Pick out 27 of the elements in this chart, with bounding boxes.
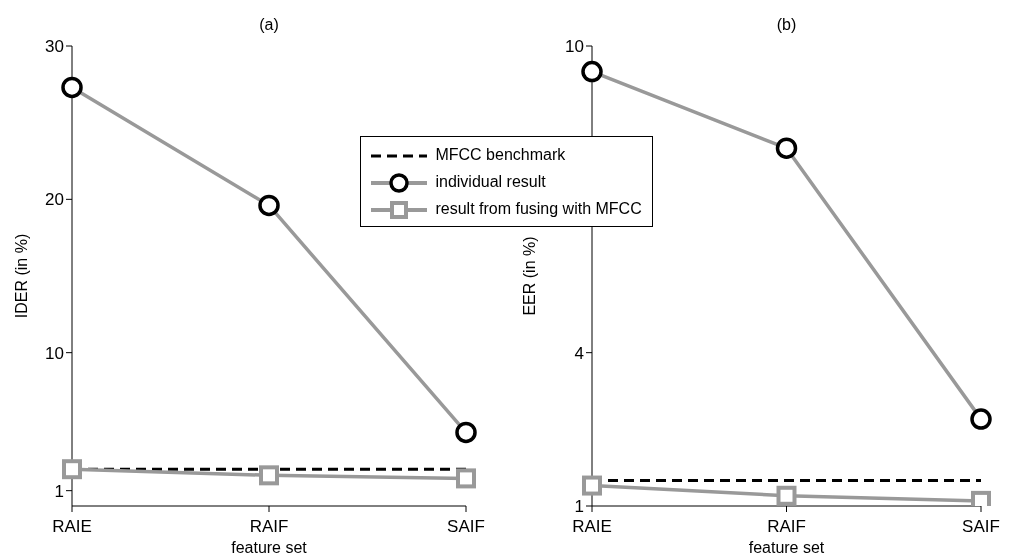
x-tick-label: RAIF [249,517,289,537]
x-tick-label: SAIF [447,517,485,537]
y-tick-label: 10 [45,343,64,363]
x-tick-label: SAIF [962,517,1000,537]
y-tick-label: 30 [45,37,64,57]
legend-label: MFCC benchmark [434,145,567,165]
point [456,468,476,489]
y-tick-label: 1 [54,481,64,501]
point [62,459,82,480]
x-tick-label: RAIF [767,517,806,537]
point [259,465,279,486]
y-tick-label: 10 [565,37,584,57]
chart-title: (b) [775,16,798,34]
y-axis-title: EER (in %) [521,236,539,316]
legend-label: result from fusing with MFCC [434,199,642,219]
point [582,475,602,496]
y-axis-title: IDER (in %) [13,233,31,319]
x-tick-label: RAIE [572,517,612,537]
y-tick-label: 20 [45,190,64,210]
y-tick-label: 4 [574,343,584,363]
legend-label: individual result [434,172,547,192]
chart-title: (a) [258,16,280,34]
x-axis-title: feature set [748,539,825,556]
x-tick-label: RAIE [52,517,92,537]
point [776,485,797,506]
y-tick-label: 1 [574,497,584,517]
x-axis-title: feature set [231,539,308,556]
